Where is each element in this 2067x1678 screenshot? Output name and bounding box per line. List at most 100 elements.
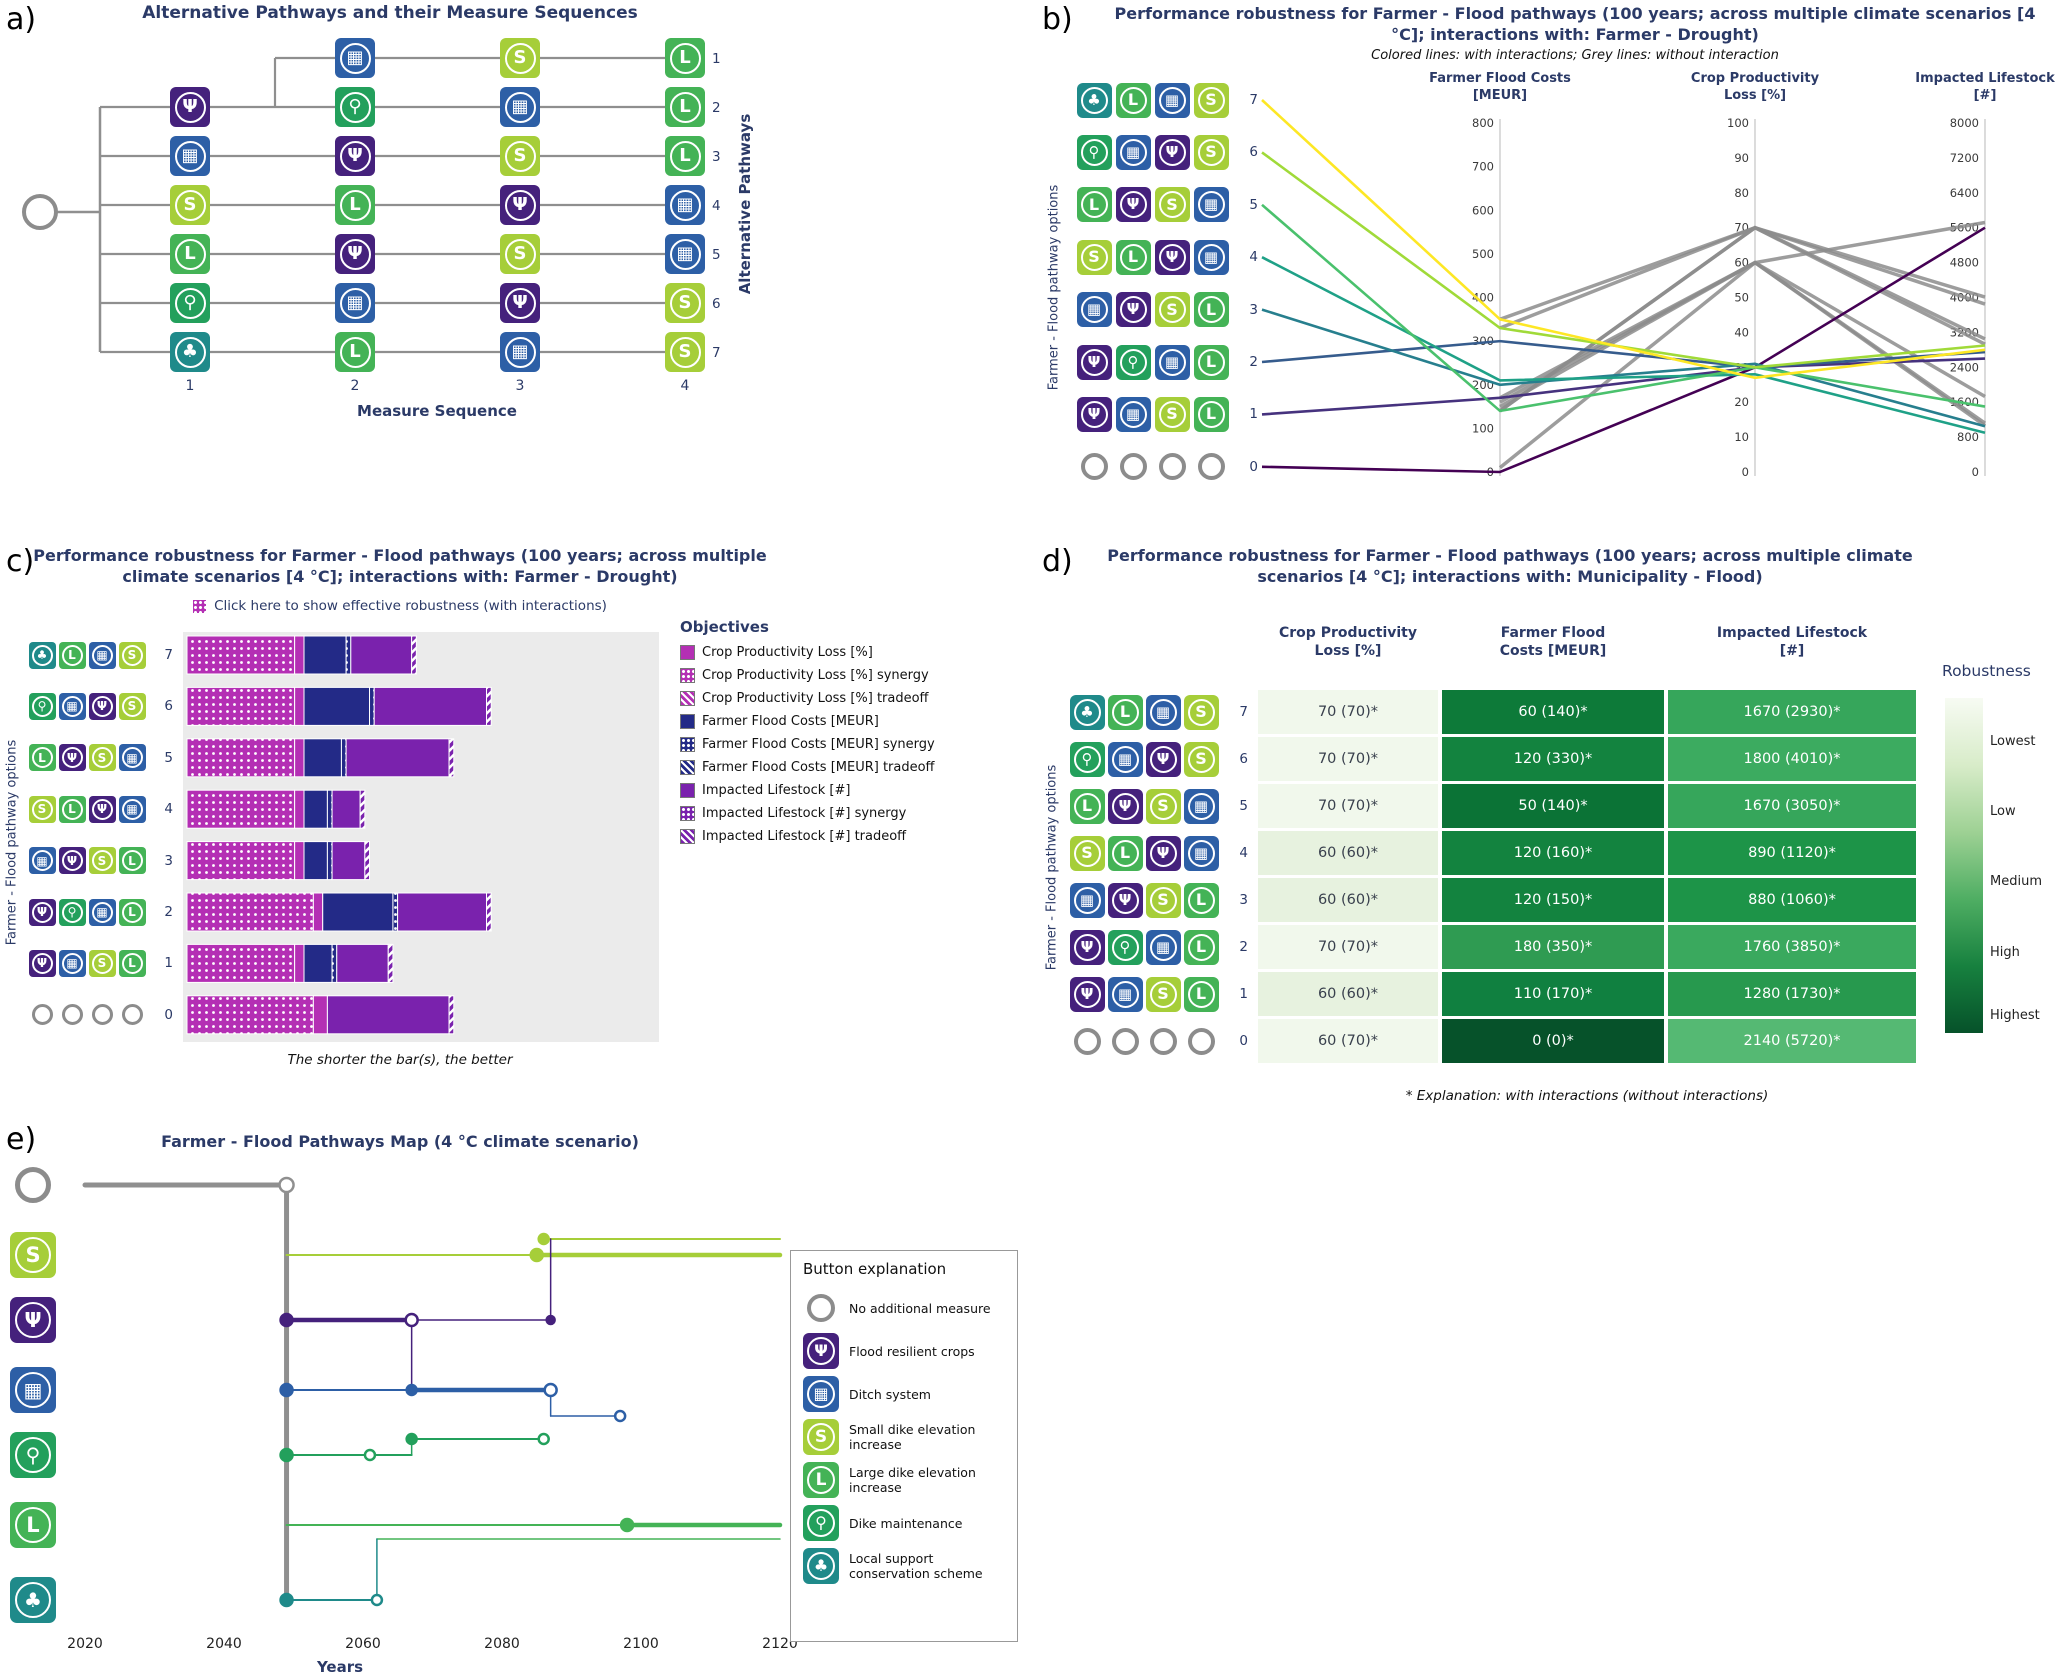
- column-header: Crop Productivity Loss [%]: [1279, 625, 1417, 660]
- measure-glyph: ⚲: [37, 699, 47, 714]
- measure-glyph: Ψ: [1080, 984, 1094, 1003]
- measure-icon-ditch: ▦: [88, 641, 116, 669]
- panel-b-letter: b): [1042, 2, 1073, 37]
- measure-glyph: S: [1166, 404, 1178, 424]
- table-cell: 70 (70)*: [1258, 784, 1438, 828]
- legend-item: Crop Productivity Loss [%] synergy: [680, 668, 1025, 683]
- measure-icon-large-dike: L: [170, 234, 210, 274]
- table-cell: 120 (160)*: [1442, 831, 1664, 875]
- pathways-map-chart: 2020 2040 2060 2080 2100 2120: [67, 1176, 798, 1652]
- decision-node-filled: [279, 1592, 294, 1608]
- measure-icon-maintenance: ⚲: [1115, 344, 1151, 380]
- measure-icon-maintenance: ⚲: [803, 1505, 839, 1541]
- legend-item: S Small dike elevation increase: [803, 1419, 1005, 1455]
- measure-glyph: L: [349, 341, 361, 362]
- measure-icon-crops: Ψ: [1154, 239, 1190, 275]
- measure-glyph: ▦: [1203, 247, 1219, 266]
- x-tick-label: 2100: [623, 1636, 659, 1652]
- measure-glyph: ⚲: [67, 905, 77, 919]
- toggle-effective-robustness[interactable]: Click here to show effective robustness …: [120, 598, 680, 614]
- legend-swatch: [680, 829, 695, 844]
- measure-glyph: L: [38, 750, 46, 765]
- measure-icon-maintenance[interactable]: ⚲: [10, 1432, 56, 1478]
- toggle-effective-robustness-label: Click here to show effective robustness …: [214, 598, 607, 614]
- measure-icon-small-dike: S: [1193, 82, 1229, 118]
- measure-icon-none[interactable]: [10, 1162, 56, 1208]
- pathway-number: 3: [712, 149, 721, 165]
- legend-item: ♣ Local support conservation scheme: [803, 1548, 1005, 1584]
- decision-node-filled: [545, 1314, 556, 1326]
- measure-glyph: ▦: [813, 1384, 829, 1403]
- measure-glyph: S: [127, 648, 137, 662]
- bar-segment-cost: [322, 892, 394, 932]
- bar-segment-lifestock: [336, 943, 389, 983]
- measure-icon-crops: Ψ: [500, 283, 540, 323]
- measure-icon-ditch: ▦: [1183, 788, 1219, 824]
- axis-tick-label: 20: [1734, 395, 1749, 409]
- panel-e-letter: e): [6, 1122, 37, 1157]
- bar-segment-lifestock_tradeoff: [486, 892, 492, 932]
- panel-c-caption: The shorter the bar(s), the better: [287, 1052, 513, 1068]
- legend-item: ▦ Ditch system: [803, 1376, 1005, 1412]
- measure-icon-ditch: ▦: [88, 898, 116, 926]
- legend-item: Impacted Lifestock [#] tradeoff: [680, 829, 1025, 844]
- measure-icon-small-dike[interactable]: S: [10, 1232, 56, 1278]
- legend-label: Impacted Lifestock [#] synergy: [702, 806, 907, 821]
- axis-tick-label: 800: [1957, 430, 1979, 444]
- table-cell: 70 (70)*: [1258, 925, 1438, 969]
- measure-glyph: Ψ: [66, 750, 78, 765]
- measure-icon-crops: Ψ: [1069, 976, 1105, 1012]
- measure-icon-crops: Ψ: [170, 87, 210, 127]
- measure-glyph: ⚲: [815, 1513, 827, 1532]
- decision-node-filled: [279, 1447, 294, 1463]
- panel-b-title: Performance robustness for Farmer - Floo…: [1114, 4, 2036, 44]
- bar-segment-crop_synergy: [186, 738, 296, 778]
- measure-icon-crops: Ψ: [88, 795, 116, 823]
- measure-icon-maintenance: ⚲: [28, 692, 56, 720]
- pathway-option-number: 0: [1249, 458, 1258, 475]
- measure-icon-small-dike: S: [1069, 835, 1105, 871]
- table-cell: 1670 (3050)*: [1668, 784, 1916, 828]
- measure-icon-conservation[interactable]: ♣: [10, 1577, 56, 1623]
- legend-item: Ψ Flood resilient crops: [803, 1333, 1005, 1369]
- bar-segment-crop_synergy: [186, 943, 296, 983]
- measure-glyph: Ψ: [36, 956, 48, 971]
- pathways-tree-chart: 1 2 3 4 5 6 7 1 2 3 4: [22, 51, 721, 394]
- x-tick-label: 1: [186, 378, 195, 394]
- measure-glyph: ▦: [96, 905, 108, 919]
- measure-glyph: L: [1127, 90, 1139, 109]
- measure-icon-ditch: ▦: [1115, 134, 1151, 170]
- pathway-option-number: 6: [164, 698, 173, 715]
- pathway-option-number: 2: [1239, 939, 1248, 955]
- measure-glyph: ▦: [1193, 796, 1209, 815]
- legend-label: Local support conservation scheme: [849, 1551, 983, 1581]
- measure-glyph: ⚲: [1119, 937, 1131, 956]
- measure-glyph: ▦: [1117, 749, 1133, 768]
- measure-icon-ditch: ▦: [1107, 741, 1143, 777]
- legend-label: Farmer Flood Costs [MEUR] synergy: [702, 737, 935, 752]
- measure-icon-ditch[interactable]: ▦: [10, 1367, 56, 1413]
- measure-icon-large-dike: L: [118, 898, 146, 926]
- pathway-option-number: 5: [164, 749, 173, 766]
- axis-tick-label: 800: [1472, 116, 1494, 130]
- table-cell: 120 (150)*: [1442, 878, 1664, 922]
- measure-icon-crops[interactable]: Ψ: [10, 1297, 56, 1343]
- bar-segment-crop_synergy: [186, 841, 296, 881]
- measure-glyph: ⚲: [348, 96, 362, 117]
- decision-node-open: [278, 1176, 295, 1194]
- measure-icon-none: [1077, 449, 1112, 484]
- measure-glyph: ▦: [1125, 404, 1141, 423]
- colorbar-label: Medium: [1990, 874, 2042, 890]
- axis-title: [#]: [1974, 88, 1997, 103]
- measure-glyph: S: [678, 341, 692, 362]
- measure-glyph: ▦: [676, 243, 694, 264]
- measure-icon-none: [22, 194, 58, 230]
- bar-segment-lifestock_tradeoff: [486, 686, 492, 726]
- measure-icon-large-dike: L: [335, 185, 375, 225]
- decision-node-filled: [537, 1232, 550, 1246]
- measure-glyph: S: [97, 750, 107, 765]
- measure-icon-small-dike: S: [500, 38, 540, 78]
- measure-icon-large-dike[interactable]: L: [10, 1502, 56, 1548]
- measure-icon-large-dike: L: [665, 38, 705, 78]
- measure-icon-large-dike: L: [1076, 187, 1112, 223]
